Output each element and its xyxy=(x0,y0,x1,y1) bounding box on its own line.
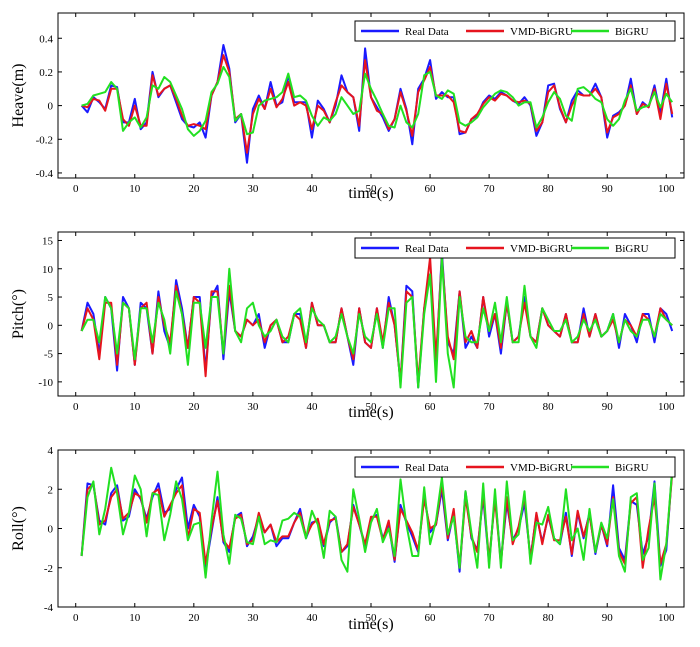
legend-label: Real Data xyxy=(405,462,449,474)
panel-3: 0 10 20 30 40 50 60 70 80 90 100 -4 -2 0 2 4 time(s) Roll… xyxy=(10,445,685,633)
legend-label: VMD-BiGRU xyxy=(510,462,573,474)
y-tick-label: 0 xyxy=(48,524,54,536)
x-tick-label: 10 xyxy=(129,183,141,195)
x-tick-label: 20 xyxy=(188,401,200,413)
x-tick-label: 90 xyxy=(602,612,614,624)
x-axis-label: time(s) xyxy=(348,404,393,421)
legend-label: BiGRU xyxy=(615,462,649,474)
x-tick-label: 30 xyxy=(247,401,259,413)
series-line-vmd-bigru xyxy=(81,54,674,154)
series-group xyxy=(80,44,674,164)
y-axis-label: Roll(°) xyxy=(10,506,27,551)
series-group xyxy=(80,466,674,581)
legend-label: VMD-BiGRU xyxy=(510,243,573,255)
panel-2: 0 10 20 30 40 50 60 70 80 90 100 -10 -5 0 5 10 15 time(s)… xyxy=(10,231,685,421)
x-tick-label: 60 xyxy=(425,183,437,195)
x-tick-label: 80 xyxy=(543,612,555,624)
x-tick-label: 40 xyxy=(306,183,318,195)
y-tick-label: 10 xyxy=(42,264,54,276)
x-tick-label: 20 xyxy=(188,183,200,195)
x-tick-label: 30 xyxy=(247,612,259,624)
x-tick-label: 90 xyxy=(602,183,614,195)
legend-label: Real Data xyxy=(405,26,449,38)
legend-label: BiGRU xyxy=(615,26,649,38)
legend: Real Data VMD-BiGRU BiGRU xyxy=(354,237,676,259)
y-axis-label: Heave(m) xyxy=(10,64,27,128)
series-group xyxy=(80,250,674,389)
legend-box xyxy=(354,456,676,478)
x-tick-label: 0 xyxy=(73,401,79,413)
x-tick-label: 40 xyxy=(306,612,318,624)
x-tick-label: 30 xyxy=(247,183,259,195)
x-tick-label: 100 xyxy=(658,612,675,624)
y-tick-label: 5 xyxy=(48,292,54,304)
x-tick-label: 10 xyxy=(129,401,141,413)
x-tick-label: 50 xyxy=(366,612,378,624)
x-tick-label: 50 xyxy=(366,183,378,195)
legend-box xyxy=(354,20,676,42)
y-tick-label: 2 xyxy=(48,484,54,496)
y-tick-label: -10 xyxy=(38,377,53,389)
legend-box xyxy=(354,237,676,259)
series-line-real-data xyxy=(80,44,674,164)
y-tick-label: 0 xyxy=(48,320,54,332)
y-tick-label: -0.2 xyxy=(36,134,53,146)
x-tick-label: 60 xyxy=(425,612,437,624)
x-tick-label: 20 xyxy=(188,612,200,624)
legend: Real Data VMD-BiGRU BiGRU xyxy=(354,20,676,42)
x-tick-label: 70 xyxy=(484,183,496,195)
x-tick-label: 0 xyxy=(73,183,79,195)
x-tick-label: 50 xyxy=(366,401,378,413)
x-tick-label: 90 xyxy=(602,401,614,413)
y-tick-label: -4 xyxy=(44,602,54,614)
x-tick-label: 10 xyxy=(129,612,141,624)
x-tick-label: 100 xyxy=(658,183,675,195)
x-tick-label: 60 xyxy=(425,401,437,413)
series-line-bigru xyxy=(80,466,674,581)
y-tick-label: 0 xyxy=(48,101,54,113)
y-tick-label: -2 xyxy=(44,563,53,575)
series-line-bigru xyxy=(81,65,674,137)
y-tick-label: 4 xyxy=(48,445,54,457)
series-line-bigru xyxy=(80,256,673,389)
panel-1: 0 10 20 30 40 50 60 70 80 90 100 -0.4 -0.2 0 0.2 0.4 tim… xyxy=(10,12,685,202)
y-tick-label: 15 xyxy=(42,235,54,247)
y-axis-label: Pitch(°) xyxy=(10,289,27,339)
x-tick-label: 80 xyxy=(543,401,555,413)
x-tick-label: 100 xyxy=(658,401,675,413)
x-tick-label: 80 xyxy=(543,183,555,195)
y-tick-label: 0.2 xyxy=(39,67,53,79)
y-tick-label: -0.4 xyxy=(36,168,54,180)
x-axis-label: time(s) xyxy=(348,616,393,633)
y-tick-label: 0.4 xyxy=(39,33,53,45)
legend-label: BiGRU xyxy=(615,243,649,255)
x-axis-label: time(s) xyxy=(348,185,393,202)
x-tick-label: 0 xyxy=(73,612,79,624)
x-tick-label: 70 xyxy=(484,401,496,413)
legend-label: Real Data xyxy=(405,243,449,255)
x-tick-label: 40 xyxy=(306,401,318,413)
y-tick-label: -5 xyxy=(44,349,54,361)
legend-label: VMD-BiGRU xyxy=(510,26,573,38)
legend: Real Data VMD-BiGRU BiGRU xyxy=(354,456,676,478)
series-line-vmd-bigru xyxy=(80,473,674,569)
x-tick-label: 70 xyxy=(484,612,496,624)
